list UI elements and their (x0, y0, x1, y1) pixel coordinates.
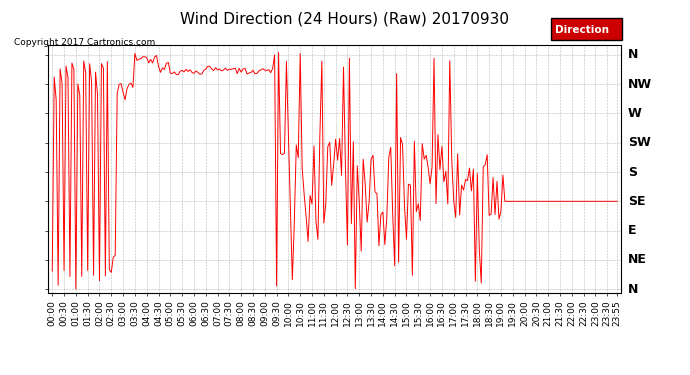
Text: E: E (628, 224, 636, 237)
Text: NW: NW (628, 78, 652, 91)
Text: Copyright 2017 Cartronics.com: Copyright 2017 Cartronics.com (14, 38, 155, 47)
Text: Direction: Direction (555, 25, 609, 35)
Text: W: W (628, 107, 642, 120)
Text: S: S (628, 165, 637, 178)
Text: NE: NE (628, 254, 647, 266)
Text: N: N (628, 48, 638, 61)
Text: SE: SE (628, 195, 645, 208)
Text: N: N (628, 283, 638, 296)
Text: SW: SW (628, 136, 651, 149)
Text: Wind Direction (24 Hours) (Raw) 20170930: Wind Direction (24 Hours) (Raw) 20170930 (181, 11, 509, 26)
